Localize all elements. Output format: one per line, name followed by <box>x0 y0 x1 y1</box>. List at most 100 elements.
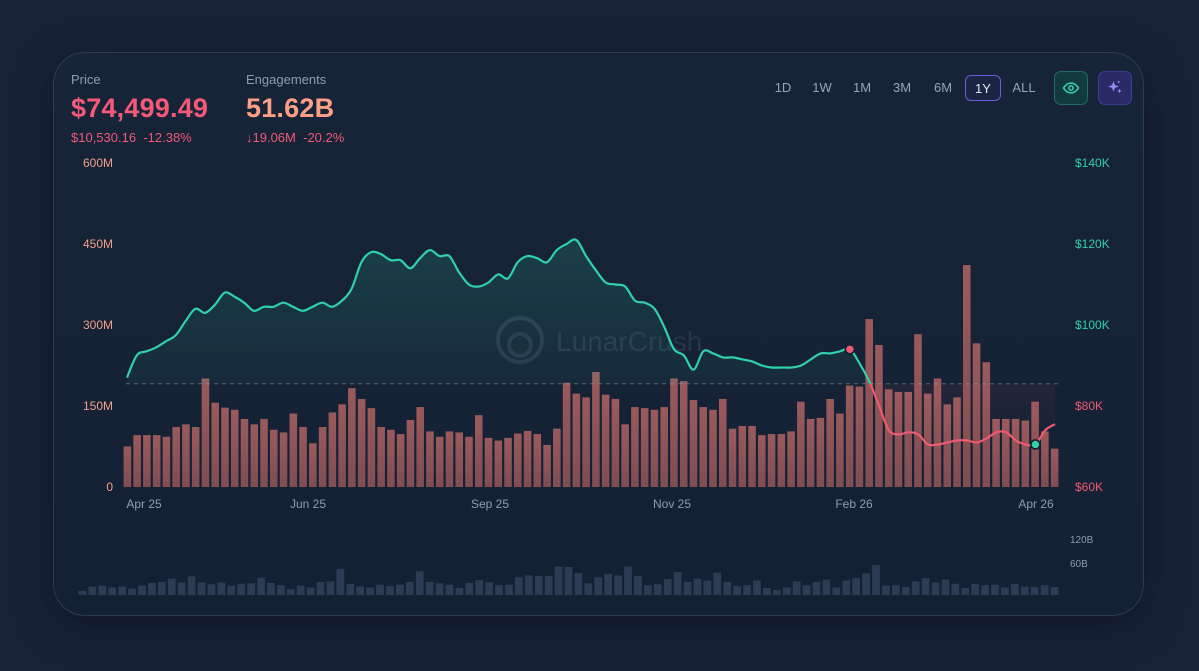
engagement-bar <box>162 436 171 487</box>
volume-bar <box>931 582 940 595</box>
volume-bars <box>78 565 1059 595</box>
volume-bar <box>148 582 156 595</box>
volume-bar <box>852 578 861 595</box>
engagement-bar <box>445 431 454 487</box>
timeframe-6m[interactable]: 6M <box>933 80 953 95</box>
volume-bar <box>167 578 176 595</box>
engagement-bar <box>494 440 503 487</box>
engagement-bar <box>601 394 610 487</box>
engagement-bar <box>904 391 912 487</box>
engagement-bar <box>1011 418 1020 487</box>
volume-bar <box>386 586 394 595</box>
volume-tick-label: 60B <box>1070 559 1088 570</box>
volume-bar <box>961 588 970 595</box>
engagement-bar <box>894 391 903 487</box>
volume-bar <box>941 579 950 595</box>
engagement-bar <box>152 435 161 487</box>
engagement-bar <box>855 386 864 487</box>
engagement-bar <box>221 407 229 487</box>
engagement-bar <box>348 388 356 487</box>
engagement-bar <box>367 408 376 487</box>
engagement-bar <box>699 407 708 487</box>
volume-bar <box>991 584 999 595</box>
visibility-toggle-button[interactable] <box>1054 71 1088 105</box>
timeframe-1m[interactable]: 1M <box>852 80 872 95</box>
engagement-bar <box>582 397 590 487</box>
engagement-bar <box>797 401 805 487</box>
engagement-bar <box>738 425 747 487</box>
engagement-bar <box>240 418 249 487</box>
engagement-bar <box>845 385 854 487</box>
engagement-bar <box>718 398 727 487</box>
engagement-bar <box>338 404 346 487</box>
volume-bar <box>177 582 186 595</box>
volume-bar <box>98 585 107 595</box>
volume-bar <box>118 586 126 595</box>
left-axis: 0 150M 300M 450M 600M <box>83 156 113 494</box>
volume-bar <box>782 587 791 595</box>
engagement-bar <box>953 397 961 487</box>
volume-bar <box>921 578 930 595</box>
volume-bar <box>772 589 781 595</box>
volume-tick-label: 120B <box>1070 535 1094 546</box>
price-marker <box>1030 439 1041 450</box>
volume-bar <box>842 580 851 595</box>
engagement-bar <box>787 431 795 487</box>
engagement-bar <box>553 428 561 487</box>
sparkle-icon <box>1108 80 1122 94</box>
engagements-change: ↓19.06M -20.2% <box>246 130 344 145</box>
price-line-below <box>869 383 1056 447</box>
left-tick-label: 150M <box>83 399 113 413</box>
volume-bar <box>187 576 196 595</box>
volume-bar <box>257 577 265 595</box>
engagement-bar <box>309 443 317 487</box>
left-tick-label: 0 <box>106 480 113 494</box>
volume-bar <box>802 585 811 595</box>
volume-bar <box>911 581 920 595</box>
engagement-bar <box>963 265 971 487</box>
engagement-bar <box>875 344 883 487</box>
volume-bar <box>614 575 622 595</box>
engagement-bar <box>143 435 151 487</box>
engagement-bar <box>396 434 405 487</box>
engagement-bar <box>992 418 1000 487</box>
volume-bar <box>653 584 662 595</box>
price-areas <box>127 239 1055 446</box>
engagement-bar <box>1002 418 1010 487</box>
volume-bar <box>604 574 613 595</box>
price-line <box>125 238 1056 447</box>
volume-bar <box>326 581 335 595</box>
volume-bar <box>396 584 404 595</box>
engagement-bar <box>416 407 424 487</box>
volume-bar <box>891 585 900 595</box>
volume-bar <box>872 565 880 595</box>
volume-bar <box>763 588 771 595</box>
price-line-above <box>125 238 872 384</box>
timeframe-3m[interactable]: 3M <box>892 80 912 95</box>
engagement-bar <box>182 424 190 487</box>
engagements-value: 51.62B <box>246 93 335 123</box>
timeframe-all[interactable]: ALL <box>1012 80 1036 95</box>
timeframe-1w[interactable]: 1W <box>812 80 832 95</box>
volume-bar <box>693 578 702 595</box>
volume-bar <box>197 582 206 595</box>
volume-bar <box>425 581 434 595</box>
engagement-bar <box>621 424 629 487</box>
engagement-bar <box>299 427 307 487</box>
left-tick-label: 450M <box>83 237 113 251</box>
ai-insights-button[interactable] <box>1098 71 1132 105</box>
engagement-bar <box>660 407 668 487</box>
engagement-bar <box>865 319 873 487</box>
volume-bar <box>267 582 275 595</box>
engagement-bar <box>357 398 366 487</box>
volume-bar <box>138 585 146 595</box>
x-axis-label: Apr 26 <box>1018 497 1054 511</box>
right-axis: $60K $80K $100K $120K $140K <box>1075 156 1110 494</box>
timeframe-1y[interactable]: 1Y <box>965 75 1001 101</box>
volume-bar <box>1030 587 1039 595</box>
engagement-bar <box>836 413 844 487</box>
engagement-bar <box>435 436 444 487</box>
volume-bar <box>703 580 712 595</box>
timeframe-1d[interactable]: 1D <box>774 80 792 95</box>
engagement-bar <box>826 398 834 487</box>
